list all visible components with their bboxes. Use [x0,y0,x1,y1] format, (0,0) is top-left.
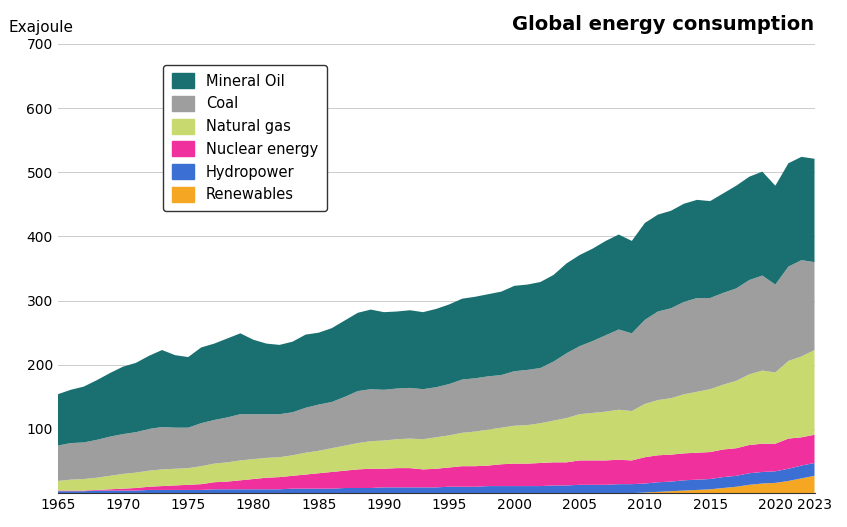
Text: Exajoule: Exajoule [8,20,74,35]
Legend: Mineral Oil, Coal, Natural gas, Nuclear energy, Hydropower, Renewables: Mineral Oil, Coal, Natural gas, Nuclear … [163,65,327,211]
Text: Global energy consumption: Global energy consumption [512,15,815,34]
